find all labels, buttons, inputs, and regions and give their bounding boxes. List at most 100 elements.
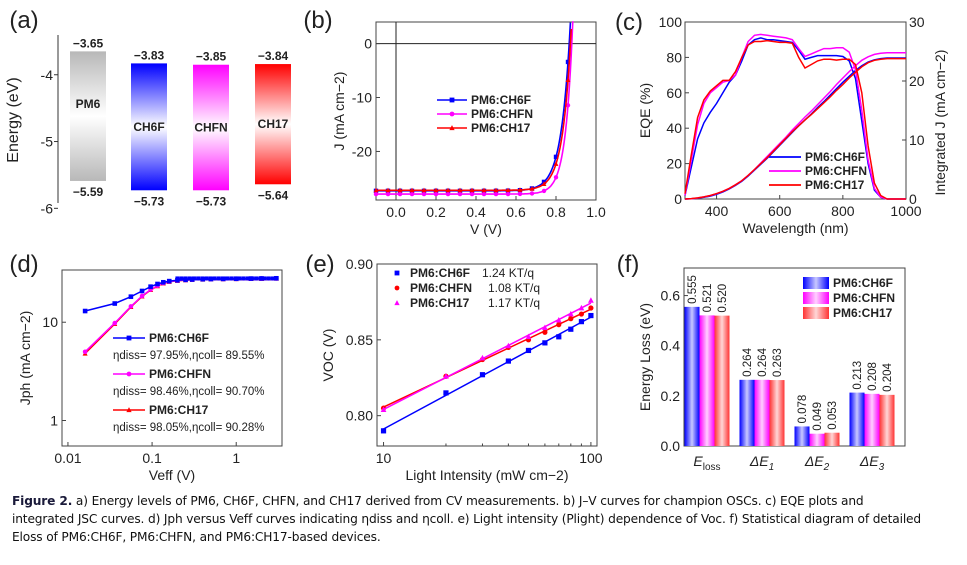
legend-label: PM6:CHFN <box>149 367 211 381</box>
x-axis-label: Light Intensity (mW cm−2) <box>406 467 569 483</box>
bar-value-label: 0.049 <box>812 402 824 431</box>
legend-label: PM6:CH6F <box>149 331 209 345</box>
jv-marker <box>565 59 571 65</box>
voc-point <box>479 372 486 378</box>
legend-label: PM6:CH17 <box>410 296 470 310</box>
jv-marker <box>553 154 559 160</box>
jph-marker-dense <box>204 276 209 281</box>
jv-marker <box>517 191 523 197</box>
jv-marker <box>493 187 499 193</box>
legend-marker <box>394 300 400 306</box>
y-axis-label: Energy (eV) <box>5 77 22 162</box>
legend-slope: 1.17 KT/q <box>488 296 540 310</box>
legend-label: PM6:CHFN <box>471 107 533 121</box>
panel-label-b: (b) <box>303 7 332 34</box>
voc-point <box>505 342 512 349</box>
energy-bar-ch6f <box>131 63 167 191</box>
jv-curve-pm6-chfn <box>376 21 574 195</box>
jv-marker <box>493 191 499 197</box>
jph-marker <box>82 308 88 314</box>
y-tick-label: 100 <box>659 14 683 30</box>
category-main: ΔE <box>804 453 824 469</box>
bar-pm6-ch17-0 <box>714 315 730 446</box>
plot-frame <box>376 263 598 447</box>
legend-label: PM6:CH6F <box>805 150 865 164</box>
y-tick-label: 0.80 <box>346 408 373 424</box>
eqe-curve-pm6-ch17 <box>684 39 906 200</box>
y-tick-label-right: 0 <box>909 191 917 207</box>
legend-marker <box>394 270 400 276</box>
y-tick-label: -4 <box>41 67 54 83</box>
jph-marker <box>148 284 153 289</box>
bar-value-label: 0.078 <box>797 395 809 424</box>
plot-frame <box>684 21 907 200</box>
x-axis-label: Wavelength (nm) <box>742 220 848 236</box>
jph-marker-dense <box>183 276 188 281</box>
jph-marker-dense <box>216 276 221 281</box>
jv-marker <box>385 191 391 197</box>
jv-marker <box>565 77 571 83</box>
jv-marker <box>541 181 547 186</box>
material-label: PM6 <box>76 97 101 111</box>
bar-pm6-ch17-3 <box>879 394 895 446</box>
voc-point <box>525 347 532 354</box>
jph-marker <box>128 304 134 309</box>
legend-marker <box>126 371 132 377</box>
category-label: Eloss <box>693 453 720 473</box>
legend-label: PM6:CH6F <box>471 93 531 107</box>
jv-marker <box>541 188 547 194</box>
lumo-label: −3.83 <box>134 48 165 62</box>
voc-point <box>505 358 511 364</box>
material-label: CH6F <box>133 120 164 134</box>
homo-label: −5.64 <box>258 188 289 202</box>
voc-point <box>380 428 387 434</box>
jph-marker-dense <box>208 276 213 281</box>
x-tick-label: 0.01 <box>54 450 81 466</box>
caption-line-3: Eloss of PM6:CH6F, PM6:CHFN, and PM6:CH1… <box>12 530 381 544</box>
y-tick-label: 0.6 <box>661 288 681 304</box>
bar-value-label: 0.208 <box>867 362 879 391</box>
material-label: CH17 <box>258 117 289 131</box>
y-tick-label: 0.4 <box>661 338 681 354</box>
y-tick-label: 0 <box>364 36 372 52</box>
jv-marker <box>397 187 403 193</box>
voc-point <box>380 406 387 412</box>
panel-label-c: (c) <box>615 9 643 36</box>
jv-marker <box>553 175 559 180</box>
y-tick-label-right: 10 <box>909 132 925 148</box>
category-main: ΔE <box>749 453 769 469</box>
material-label: CHFN <box>194 121 227 135</box>
y-tick-label: 0.2 <box>661 388 681 404</box>
x-tick-label: 100 <box>579 450 603 466</box>
jv-marker <box>469 191 475 197</box>
panel-label-f: (f) <box>617 251 640 278</box>
y-axis-label: Energy Loss (eV) <box>637 303 653 411</box>
y-tick-label: 0.0 <box>661 438 681 454</box>
bar-value-label: 0.204 <box>882 362 894 391</box>
legend-marker <box>449 97 455 103</box>
jph-marker <box>128 294 134 299</box>
jv-marker <box>445 191 451 197</box>
y-tick-label-right: 20 <box>909 73 925 89</box>
homo-label: −5.59 <box>73 185 104 199</box>
bar-pm6-chfn-2 <box>809 433 825 446</box>
fit-line-pm6-ch6f <box>383 316 592 430</box>
x-tick-label: 800 <box>831 203 855 219</box>
jph-marker <box>139 293 145 299</box>
legend-marker <box>126 407 132 413</box>
voc-point <box>555 316 562 323</box>
panel-b-jv-curves: (b) 0.0 0.2 0.4 0.6 0.8 1.0 0 -10 -20 V (V) J (mA c… <box>303 7 606 237</box>
x-tick-label: 0.0 <box>386 204 406 220</box>
jph-marker-dense <box>200 276 205 281</box>
y-axis-label: Jph (mA cm−2) <box>17 311 33 406</box>
jph-marker <box>274 275 279 281</box>
jph-marker <box>112 320 118 326</box>
jv-marker <box>373 191 379 197</box>
jv-marker <box>433 187 439 193</box>
voc-point <box>567 310 574 317</box>
jv-marker <box>505 191 511 197</box>
legend-label: PM6:CH17 <box>805 178 865 192</box>
voc-point <box>588 305 594 311</box>
y-tick-label: 1 <box>50 412 58 428</box>
jph-marker-dense <box>241 276 246 281</box>
